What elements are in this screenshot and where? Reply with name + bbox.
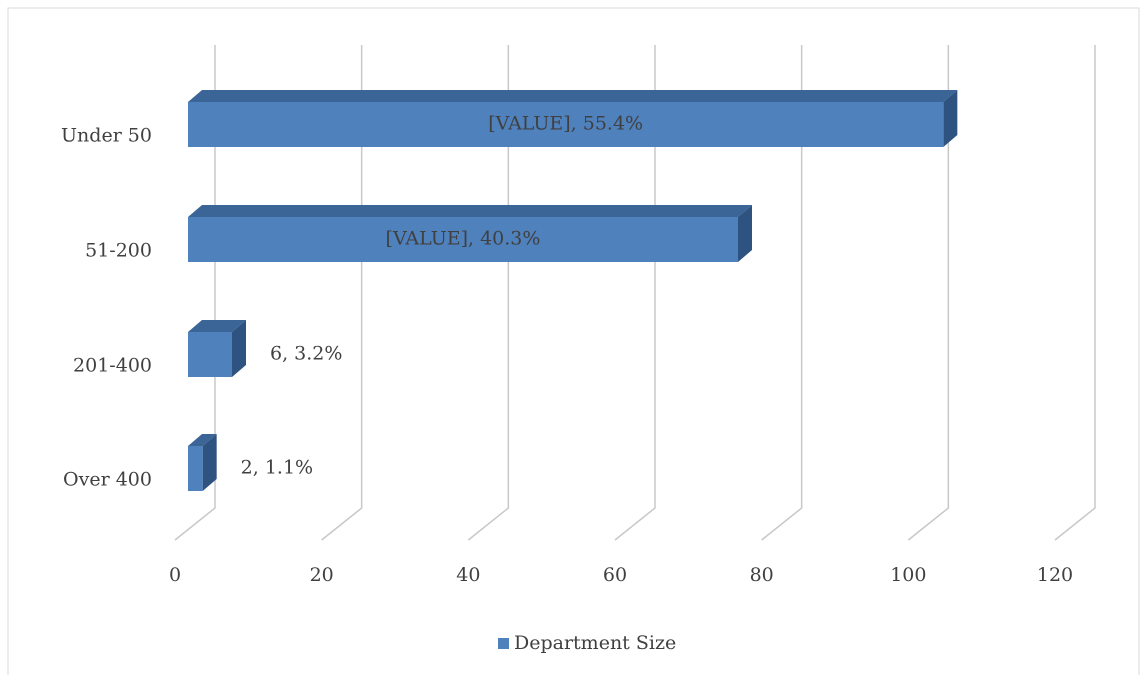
- grid-line: [761, 45, 803, 541]
- bar-side: [738, 205, 752, 262]
- bar: [188, 332, 232, 377]
- x-tick-label: 60: [603, 564, 627, 586]
- data-label: [VALUE], 40.3%: [386, 228, 541, 250]
- bar-side: [232, 320, 246, 377]
- data-label: [VALUE], 55.4%: [488, 113, 643, 135]
- data-label: 6, 3.2%: [270, 343, 342, 365]
- bar-top: [188, 90, 958, 102]
- bar-side: [943, 90, 958, 147]
- bar: [188, 102, 944, 147]
- bar: [188, 446, 203, 491]
- y-tick-label: 201-400: [73, 355, 152, 377]
- grid-line: [467, 45, 510, 541]
- x-tick-label: 40: [456, 564, 480, 586]
- x-tick-label: 0: [169, 564, 181, 586]
- bar-side: [202, 434, 217, 491]
- y-tick-label: 51-200: [85, 240, 152, 262]
- legend-label: Department Size: [514, 632, 676, 654]
- legend-swatch: [498, 638, 509, 649]
- y-tick-label: Under 50: [61, 125, 152, 147]
- grid-line: [907, 45, 950, 541]
- y-tick-label: Over 400: [63, 469, 152, 491]
- bar-top: [188, 320, 246, 332]
- x-tick-label: 100: [890, 564, 926, 586]
- x-tick-label: 120: [1037, 564, 1073, 586]
- x-tick-label: 80: [750, 564, 774, 586]
- grid-line: [1054, 45, 1096, 541]
- grid-line: [321, 45, 363, 541]
- bar: [188, 217, 738, 262]
- data-label: 2, 1.1%: [241, 457, 313, 479]
- bar-top: [188, 205, 752, 217]
- grid-line: [614, 45, 656, 541]
- grid-line: [174, 45, 216, 541]
- bar-top: [188, 434, 217, 446]
- x-tick-label: 20: [310, 564, 334, 586]
